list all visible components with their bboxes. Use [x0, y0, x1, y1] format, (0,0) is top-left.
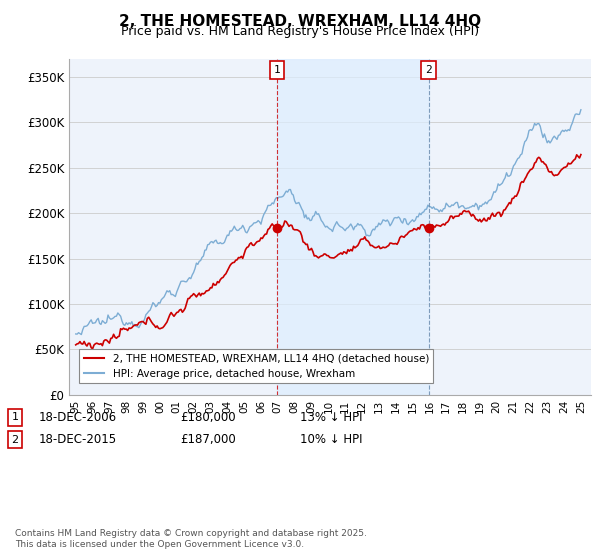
Bar — [277, 59, 428, 395]
Legend: 2, THE HOMESTEAD, WREXHAM, LL14 4HQ (detached house), HPI: Average price, detach: 2, THE HOMESTEAD, WREXHAM, LL14 4HQ (det… — [79, 349, 433, 383]
Text: 2, THE HOMESTEAD, WREXHAM, LL14 4HQ: 2, THE HOMESTEAD, WREXHAM, LL14 4HQ — [119, 14, 481, 29]
Text: £187,000: £187,000 — [180, 433, 236, 446]
Text: 10% ↓ HPI: 10% ↓ HPI — [300, 433, 362, 446]
Text: 18-DEC-2006: 18-DEC-2006 — [39, 410, 117, 424]
Text: Price paid vs. HM Land Registry's House Price Index (HPI): Price paid vs. HM Land Registry's House … — [121, 25, 479, 38]
Text: 13% ↓ HPI: 13% ↓ HPI — [300, 410, 362, 424]
Text: 1: 1 — [274, 65, 281, 74]
Text: 18-DEC-2015: 18-DEC-2015 — [39, 433, 117, 446]
Text: £180,000: £180,000 — [180, 410, 236, 424]
Text: 2: 2 — [11, 435, 19, 445]
Text: 2: 2 — [425, 65, 432, 74]
Text: 1: 1 — [11, 412, 19, 422]
Text: Contains HM Land Registry data © Crown copyright and database right 2025.
This d: Contains HM Land Registry data © Crown c… — [15, 529, 367, 549]
